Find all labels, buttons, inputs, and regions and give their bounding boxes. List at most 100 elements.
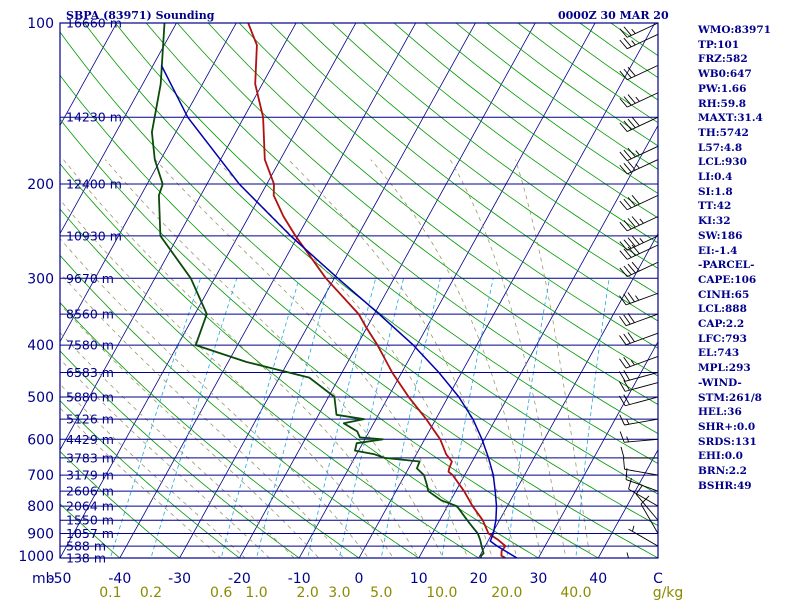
wind-barb (619, 145, 659, 162)
wind-barb (635, 484, 659, 521)
temperature-tick-label: 10 (410, 571, 428, 587)
sounding-index-item: TH:5742 (698, 126, 749, 139)
dry-adiabat-line (60, 503, 121, 558)
sounding-index-item: CINH:65 (698, 288, 750, 301)
sounding-index-item: SHR+:0.0 (698, 420, 756, 433)
sounding-index-item: CAPE:106 (698, 273, 757, 286)
wind-barb (619, 33, 659, 50)
pressure-tick-label: 200 (27, 177, 54, 193)
dry-adiabat-line (60, 254, 420, 558)
sounding-index-item: LCL:888 (698, 303, 747, 316)
wind-barb (619, 22, 659, 38)
moist-adiabat-line (60, 272, 345, 558)
wind-barb (619, 235, 659, 251)
sounding-index-item: LI:0.4 (698, 171, 733, 184)
isotherm-line (478, 232, 658, 558)
wind-barb (619, 394, 659, 407)
sounding-index-item: TT:42 (698, 200, 732, 213)
isotherm-line (60, 23, 177, 235)
height-label: 1057 m (66, 526, 114, 541)
sounding-index-item: FRZ:582 (698, 53, 748, 66)
height-label: 5126 m (66, 412, 114, 427)
dry-adiabat-line (83, 23, 658, 495)
mixing-ratio-line (338, 278, 404, 558)
sounding-index-item: WMO:83971 (698, 24, 771, 36)
mixing-ratio-label: 0.1 (99, 585, 121, 600)
sounding-index-item: SI:1.8 (698, 185, 733, 198)
moist-adiabat-line (60, 358, 270, 558)
sounding-index-item: RH:59.8 (698, 97, 747, 110)
moist-adiabat-line (60, 383, 246, 558)
mixing-ratio-line (220, 278, 300, 558)
wind-barb (619, 159, 659, 175)
sounding-index-item: -PARCEL- (698, 259, 755, 272)
mixing-ratio-label: 40.0 (560, 585, 591, 600)
sounding-index-item: LFC:793 (698, 332, 747, 345)
mixing-ratio-line (109, 278, 201, 558)
temperature-tick-label: -50 (49, 571, 72, 587)
isotherm-line (119, 23, 417, 558)
height-label: 3179 m (66, 468, 114, 483)
wind-barb (619, 116, 659, 132)
valid-time: 0000Z 30 MAR 20 (558, 9, 669, 22)
pressure-tick-label: 100 (27, 16, 54, 32)
mixing-ratio-label: 5.0 (370, 585, 392, 600)
isotherm-line (60, 23, 237, 343)
mixing-ratio-line (150, 278, 238, 558)
isotherm-line (418, 124, 658, 558)
wind-barb (619, 261, 659, 278)
sounding-indices-list: WMO:83971 TP:101 FRZ:582 WB0:647 PW:1.66 RH:5… (698, 23, 798, 494)
height-label: 9670 m (66, 271, 114, 286)
sounding-index-item: TP:101 (698, 38, 740, 51)
temperature-tick-label: -10 (288, 571, 311, 587)
moist-adiabat-line (104, 159, 444, 558)
chart-grid (0, 0, 658, 569)
wind-barb (628, 478, 659, 507)
mixing-ratio-unit: g/kg (653, 585, 684, 600)
mixing-ratio-label: 0.2 (140, 585, 162, 600)
temperature-tick-label: -30 (168, 571, 191, 587)
dry-adiabat-line (60, 350, 300, 558)
wind-barb (619, 380, 659, 392)
sounding-index-item: LCL:930 (698, 156, 747, 169)
sounding-index-item: EL:743 (698, 347, 740, 360)
isotherm-line (0, 0, 11, 569)
height-label: 12400 m (66, 177, 122, 192)
wind-barb (619, 370, 659, 382)
height-label: 4429 m (66, 432, 114, 447)
height-label: 7580 m (66, 338, 114, 353)
sounding-index-item: HEL:36 (698, 406, 742, 419)
mixing-ratio-label: 1.0 (245, 585, 267, 600)
pressure-tick-label: 500 (27, 390, 54, 406)
height-label: 5880 m (66, 389, 114, 404)
sounding-index-item: KI:32 (698, 215, 731, 228)
parcel-path (160, 65, 518, 558)
wind-barb (619, 332, 659, 346)
isotherm-line (597, 449, 658, 558)
dry-adiabat-line (60, 301, 360, 558)
pressure-tick-label: 400 (27, 338, 54, 354)
wind-barb (619, 92, 659, 108)
sounding-index-item: CAP:2.2 (698, 318, 745, 331)
sounding-index-item: EI:-1.4 (698, 244, 738, 257)
mixing-ratio-line (307, 278, 377, 558)
mixing-ratio-label: 0.6 (210, 585, 232, 600)
isotherm-line (537, 340, 658, 558)
height-label: 2064 m (66, 499, 114, 514)
wind-barb (619, 216, 659, 232)
wind-barb (623, 457, 659, 476)
mixing-ratio-line (256, 278, 331, 558)
isotherm-line (60, 23, 357, 558)
sounding-index-item: WB0:647 (698, 68, 752, 81)
isotherm-line (298, 23, 596, 558)
pressure-axis-unit: mb (32, 571, 55, 587)
wind-barb (619, 414, 659, 426)
pressure-tick-label: 800 (27, 499, 54, 515)
mixing-ratio-line (506, 278, 550, 558)
moist-adiabat-line (449, 159, 567, 558)
wind-barb (640, 495, 659, 534)
wind-barb (620, 446, 658, 459)
wind-barb (619, 244, 659, 260)
